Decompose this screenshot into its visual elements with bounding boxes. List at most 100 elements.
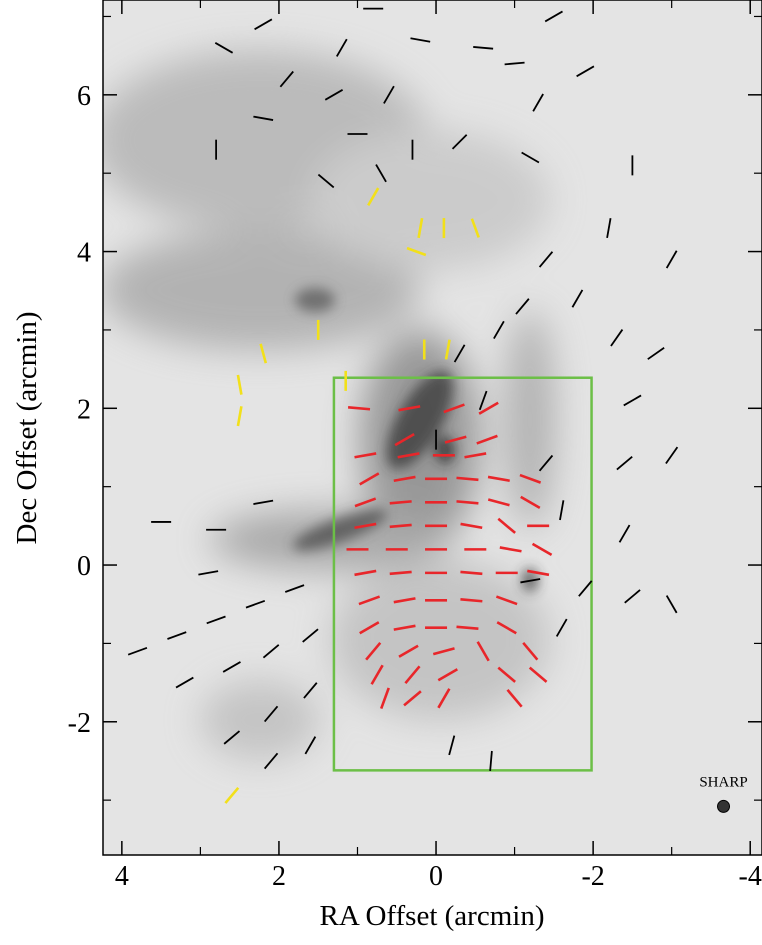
x-tick-label: 0: [429, 861, 443, 892]
polarization-vector: [460, 598, 483, 603]
polarization-vector: [354, 452, 377, 459]
polarization-vector: [245, 599, 266, 609]
polarization-vector: [302, 628, 319, 643]
polarization-vector: [476, 641, 490, 662]
polarization-vector: [259, 343, 268, 364]
polarization-vector: [389, 570, 412, 576]
polarization-vector: [464, 452, 487, 459]
polarization-vector: [623, 394, 642, 407]
polarization-vector: [504, 61, 525, 66]
polarization-vector: [394, 433, 415, 447]
x-tick-label: 4: [115, 861, 129, 892]
polarization-vector: [473, 46, 494, 50]
polarization-vector: [389, 500, 412, 505]
polarization-vector: [571, 289, 584, 308]
polarization-vector: [389, 523, 412, 529]
polarization-vector: [303, 682, 318, 699]
polarization-vector: [521, 151, 540, 164]
polarization-vector: [222, 661, 241, 673]
polarization-vector: [578, 580, 593, 597]
polarization-vector: [489, 750, 493, 771]
y-tick-label: 4: [77, 238, 91, 269]
polarization-vector: [198, 570, 219, 576]
polarization-vector: [448, 735, 456, 756]
beam-label: SHARP: [699, 774, 747, 790]
polarization-vector: [214, 42, 234, 54]
polarization-vector: [443, 403, 465, 414]
polarization-vector: [618, 524, 631, 543]
x-tick-label: 2: [272, 861, 286, 892]
polarization-vector: [665, 446, 679, 465]
polarization-vector: [456, 476, 479, 482]
polarization-vector: [460, 570, 483, 576]
polarization-vector: [263, 752, 279, 770]
polarization-vector: [175, 676, 194, 689]
polarization-vector: [527, 569, 550, 577]
beam-marker: [717, 799, 731, 813]
polarization-vector: [520, 578, 541, 584]
polarization-vector: [544, 10, 563, 23]
x-axis-title: RA Offset (arcmin): [320, 900, 545, 932]
polarization-vector: [531, 542, 553, 556]
polarization-vector: [403, 690, 422, 707]
polarization-vector: [576, 65, 595, 78]
polarization-vector: [236, 374, 243, 395]
polarization-vector: [284, 584, 305, 593]
polarization-vector: [497, 517, 516, 534]
polarization-vector: [497, 666, 516, 683]
polarization-vector: [254, 18, 273, 31]
polarization-vector: [263, 705, 279, 723]
y-tick-label: 2: [77, 394, 91, 425]
polarization-vector: [354, 497, 377, 508]
region-box: [332, 376, 593, 772]
polarization-vector: [347, 406, 371, 411]
polarization-vector: [519, 473, 542, 484]
polarization-vector: [359, 621, 380, 635]
polarization-vector: [495, 595, 518, 606]
polarization-vector: [398, 405, 421, 412]
x-tick-label: -2: [581, 861, 604, 892]
polarization-vector: [127, 646, 148, 656]
polarization-vector: [520, 495, 541, 509]
polarization-vector: [262, 644, 280, 659]
polarization-vector: [499, 546, 522, 553]
polarization-vector: [367, 187, 380, 207]
polarization-vector: [470, 218, 480, 238]
polarization-vector: [532, 93, 544, 112]
polarization-vector: [393, 475, 416, 483]
polarization-vector: [304, 736, 317, 755]
polarization-vector: [365, 641, 382, 661]
polarization-vector: [336, 38, 348, 57]
polarization-vector: [647, 346, 665, 360]
polarization-vector: [359, 472, 380, 486]
x-tick-label: -4: [739, 861, 762, 892]
polarization-vector: [493, 320, 505, 340]
polarization-vector: [616, 456, 633, 471]
polarization-vector: [417, 217, 424, 239]
polarization-vector: [406, 246, 427, 257]
polarization-vector: [375, 164, 387, 183]
polarization-vector: [223, 730, 241, 745]
polarization-vector: [610, 329, 624, 347]
polarization-vector: [476, 434, 498, 445]
polarization-vector: [538, 251, 554, 268]
polarization-vector: [522, 641, 539, 661]
y-tick-label: -2: [68, 708, 91, 739]
polarization-vector: [624, 589, 641, 604]
polarization-vector: [354, 569, 377, 577]
polarization-vector: [398, 644, 419, 658]
polarization-vector: [496, 621, 517, 635]
polarization-vector: [432, 647, 455, 656]
polarization-vector: [393, 597, 416, 604]
polarization-vector: [253, 499, 274, 505]
polarization-vector: [379, 687, 390, 710]
polarization-vector: [206, 615, 226, 625]
polarization-vector: [478, 390, 488, 411]
polarization-vector: [478, 401, 499, 415]
polarization-vector: [444, 339, 451, 360]
polarization-vector: [437, 688, 451, 709]
polarization-vector: [506, 689, 523, 708]
polarization-vector: [487, 475, 510, 483]
polarization-vector: [460, 522, 483, 530]
